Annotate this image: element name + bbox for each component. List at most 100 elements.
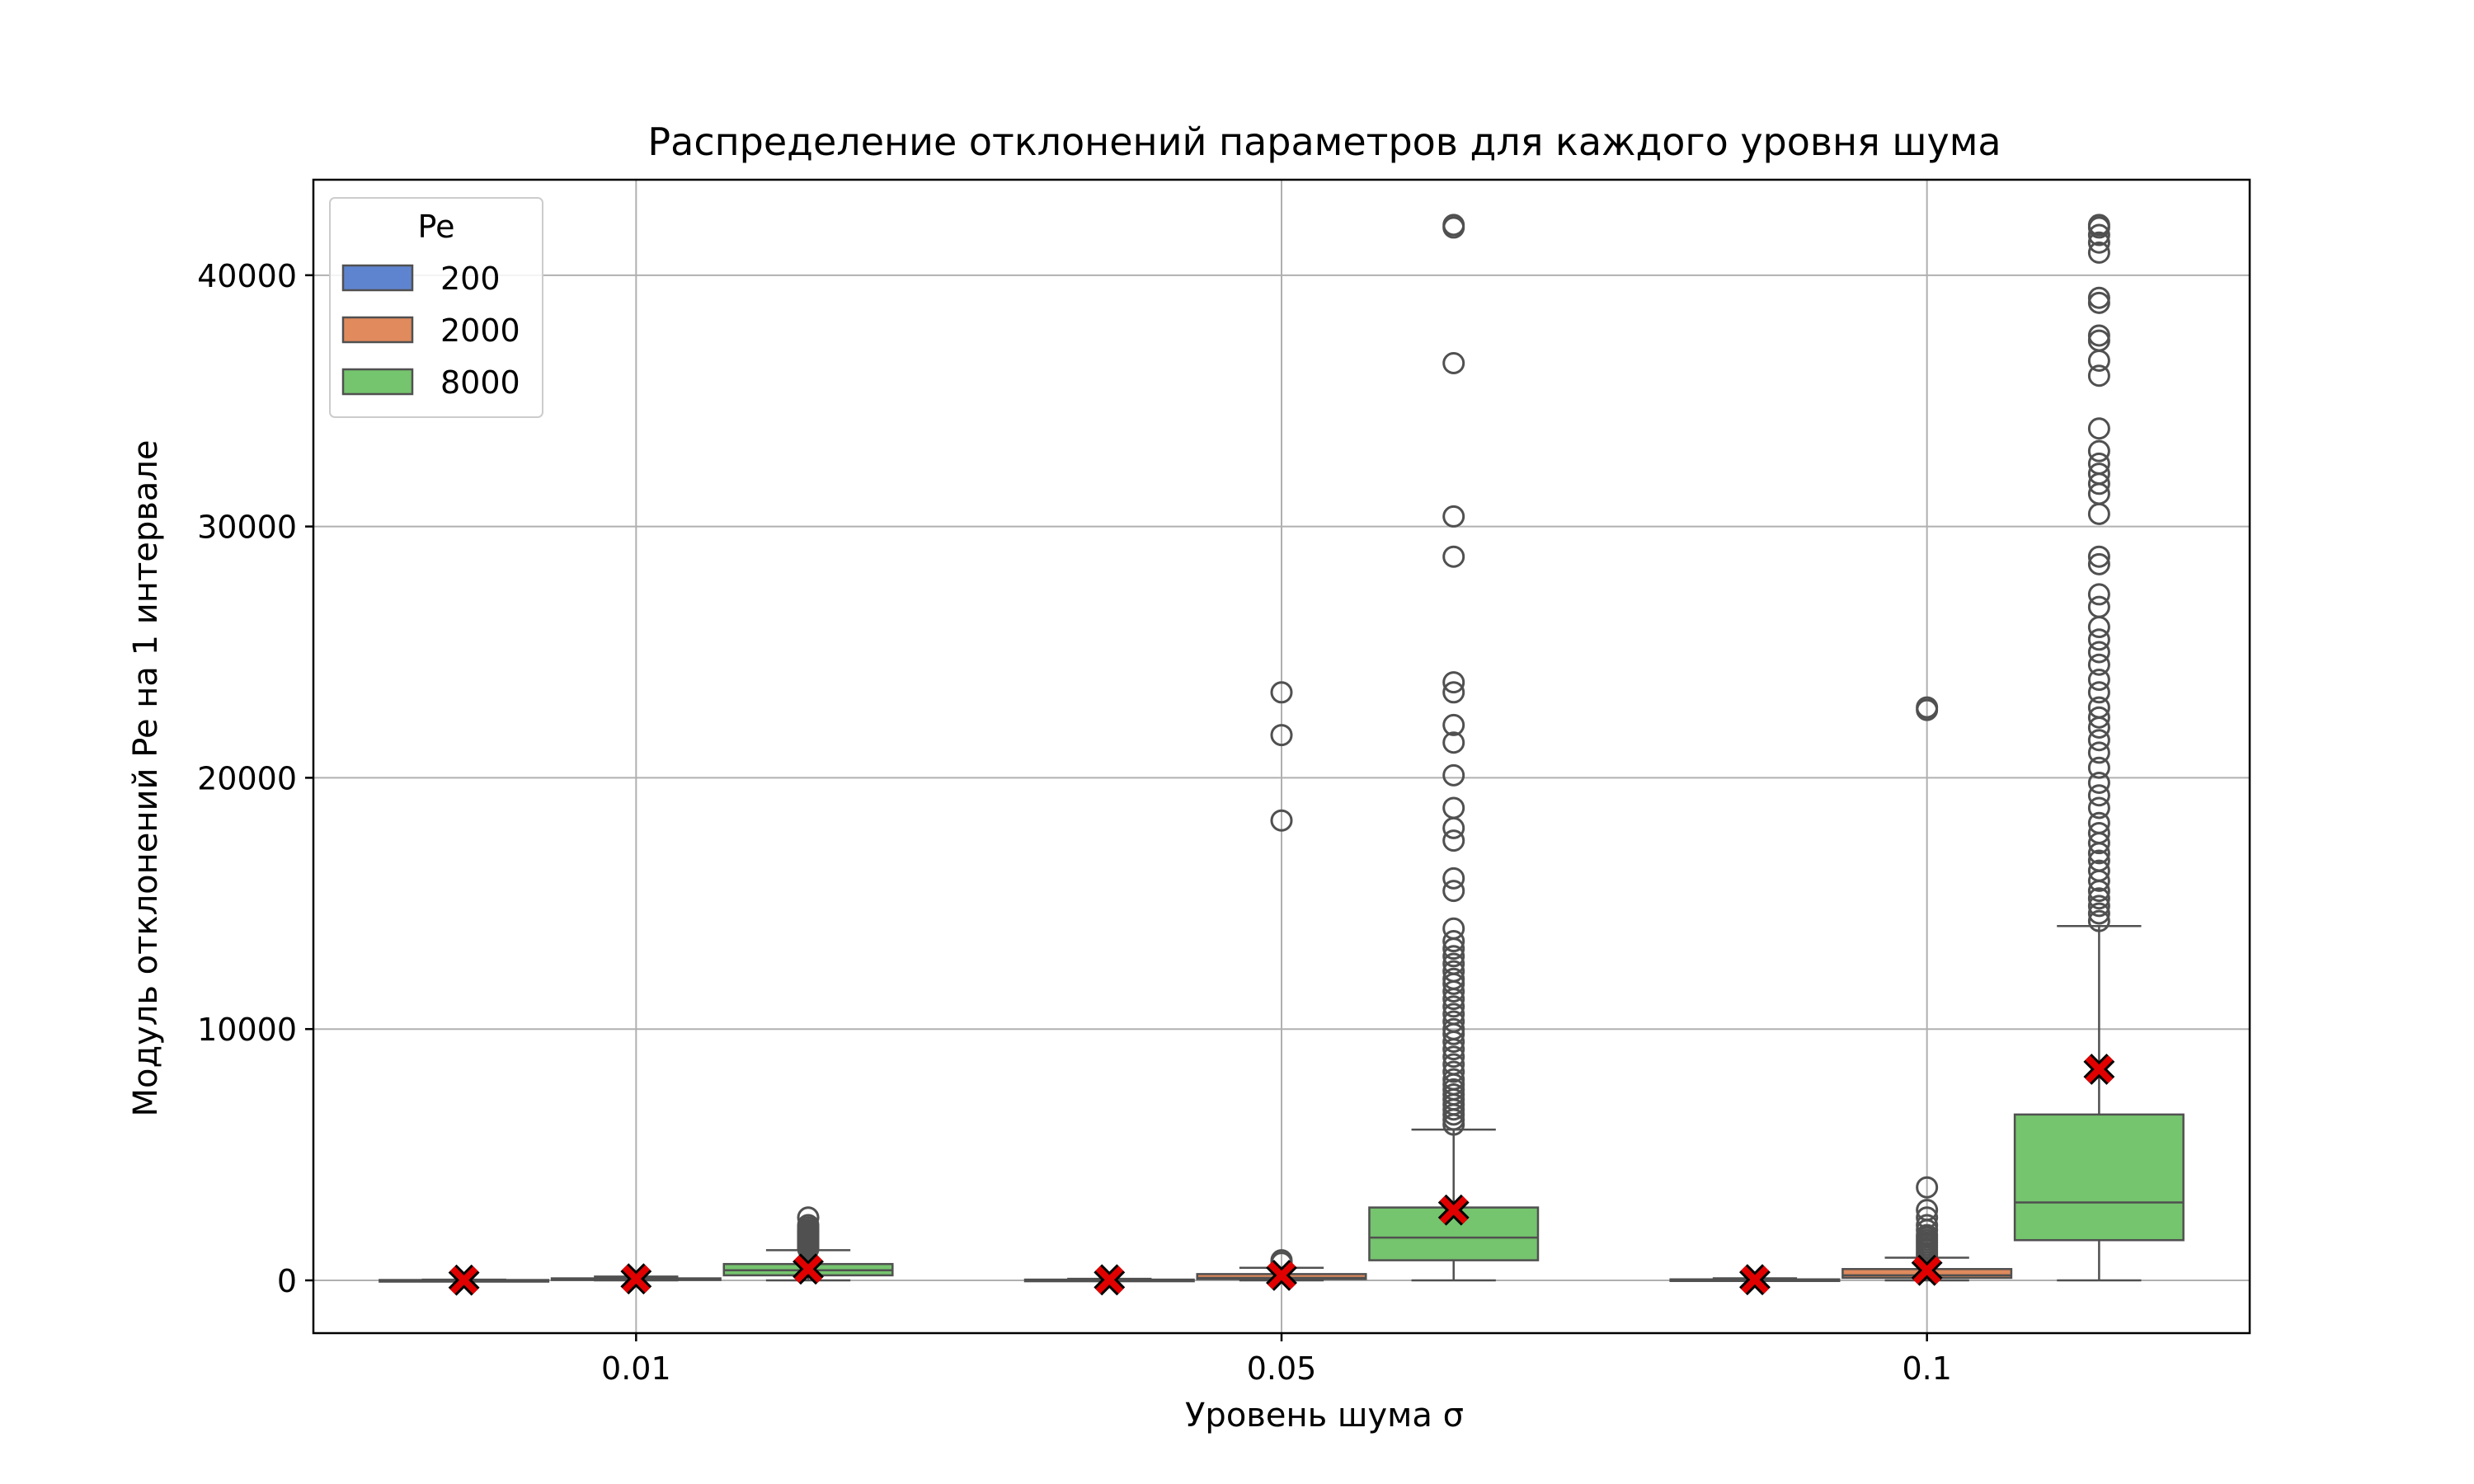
box-8000-0.1: [2013, 214, 2185, 1282]
outlier-point: [2087, 887, 2110, 910]
outlier-point: [2087, 902, 2110, 925]
legend-box: [329, 197, 543, 418]
box-2000-0.01: [550, 1263, 722, 1295]
mean-marker: [794, 1255, 822, 1284]
y-tick-label: 30000: [197, 510, 297, 546]
x-tick-label: 0.1: [1902, 1350, 1951, 1387]
outlier-point: [2087, 669, 2110, 692]
outlier-point: [1442, 917, 1465, 940]
outlier-point: [1442, 995, 1465, 1018]
outlier-point: [2087, 628, 2110, 651]
legend-label-200: 200: [440, 261, 501, 297]
mean-marker: [2085, 1055, 2114, 1083]
outlier-point: [1442, 960, 1465, 983]
outlier-point: [2087, 417, 2110, 440]
outlier-point: [2087, 595, 2110, 618]
outlier-point: [2087, 641, 2110, 664]
outlier-point: [1442, 351, 1465, 374]
outlier-point: [2087, 696, 2110, 719]
outlier-point: [2087, 909, 2110, 932]
mean-marker: [1439, 1195, 1468, 1224]
outlier-point: [1442, 1045, 1465, 1068]
outlier-point: [1916, 1176, 1939, 1199]
outlier-point: [1442, 214, 1465, 237]
axes: 0 10000 20000 30000 40000 0.01 0.05 0.1: [197, 178, 2251, 1387]
y-tick-label: 10000: [197, 1012, 297, 1048]
box-200-0.05: [1023, 1264, 1195, 1296]
outlier-point: [1442, 731, 1465, 754]
x-tick-label: 0.05: [1247, 1350, 1317, 1387]
outlier-point: [2087, 729, 2110, 752]
outlier-point: [1270, 724, 1293, 747]
outlier-point: [1442, 952, 1465, 975]
outlier-point: [2087, 784, 2110, 807]
box-200-0.01: [379, 1264, 550, 1296]
outlier-point: [2087, 502, 2110, 525]
outlier-point: [1442, 1010, 1465, 1033]
outlier-point: [1442, 880, 1465, 903]
mean-marker: [449, 1266, 478, 1294]
outlier-point: [1442, 930, 1465, 953]
outlier-point: [1442, 1017, 1465, 1040]
box-8000-0.01: [722, 1206, 894, 1285]
outlier-point: [2087, 214, 2110, 237]
legend-label-8000: 8000: [440, 364, 520, 401]
outlier-point: [2087, 349, 2110, 372]
outlier-point: [1916, 1214, 1939, 1237]
outlier-point: [2087, 286, 2110, 309]
outlier-point: [2087, 796, 2110, 819]
outlier-point: [2087, 741, 2110, 764]
legend: Pe 200 2000 8000: [329, 197, 543, 418]
outlier-point: [2087, 616, 2110, 639]
outlier-point: [1442, 945, 1465, 968]
outlier-point: [2087, 463, 2110, 486]
box-200-0.1: [1669, 1264, 1841, 1296]
outlier-point: [1442, 796, 1465, 819]
plot-area: [379, 214, 2185, 1296]
box-2000-0.1: [1841, 696, 2013, 1286]
outlier-point: [1442, 713, 1465, 736]
outlier-point: [2087, 821, 2110, 844]
outlier-point: [1916, 696, 1939, 719]
outlier-point: [1442, 866, 1465, 890]
outlier-point: [2087, 223, 2110, 247]
outlier-point: [2087, 849, 2110, 872]
grid: [313, 180, 2250, 1333]
mean-marker: [1095, 1266, 1124, 1294]
mean-marker: [622, 1265, 651, 1293]
outlier-point: [2087, 329, 2110, 352]
outlier-point: [2087, 859, 2110, 882]
box-2000-0.05: [1196, 681, 1367, 1291]
outlier-point: [1442, 505, 1465, 528]
outlier-point: [2087, 681, 2110, 704]
outlier-point: [2087, 231, 2110, 254]
outlier-point: [2087, 452, 2110, 475]
outlier-point: [1442, 816, 1465, 839]
outlier-point: [1442, 1060, 1465, 1083]
legend-swatch-8000: [341, 368, 414, 396]
outlier-point: [1270, 681, 1293, 704]
outlier-point: [1916, 1206, 1939, 1229]
outlier-point: [1442, 967, 1465, 990]
mean-marker: [1741, 1266, 1769, 1294]
outlier-point: [2087, 706, 2110, 729]
outlier-point: [1270, 809, 1293, 832]
mean-marker: [1268, 1261, 1296, 1289]
outlier-point: [1916, 1199, 1939, 1222]
outlier-point: [1442, 1053, 1465, 1076]
legend-title: Pe: [418, 209, 455, 245]
outlier-point: [2087, 756, 2110, 779]
outlier-point: [2087, 583, 2110, 606]
outlier-point: [2087, 552, 2110, 575]
box-iqr: [2013, 1113, 2185, 1242]
outlier-point: [1442, 1068, 1465, 1091]
outlier-point: [1442, 829, 1465, 852]
outlier-point: [797, 1206, 820, 1229]
outlier-point: [1442, 681, 1465, 704]
outlier-point: [2087, 324, 2110, 347]
x-tick-label: 0.01: [601, 1350, 671, 1387]
mean-marker: [1912, 1256, 1941, 1284]
outlier-point: [2087, 811, 2110, 834]
chart-title: Распределение отклонений параметров для …: [647, 120, 2001, 164]
